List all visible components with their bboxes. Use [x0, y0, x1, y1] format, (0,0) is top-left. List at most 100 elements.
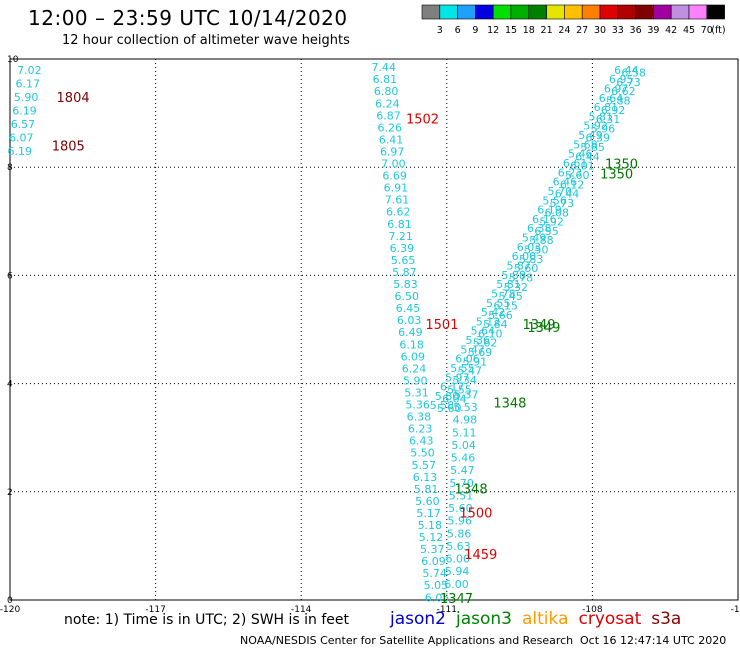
wave-height-label: 6.69: [382, 170, 407, 183]
wave-height-label: 6.15: [493, 299, 518, 312]
wave-height-label: 6.38: [407, 411, 432, 424]
pass-time-label: 1347: [440, 592, 473, 607]
wave-height-label: 5.87: [392, 266, 417, 279]
wave-height-label: 6.03: [397, 314, 422, 327]
wave-height-label: 6.50: [395, 290, 420, 303]
wave-height-label: 5.50: [524, 244, 549, 257]
wave-height-label: 5.63: [446, 540, 471, 553]
wave-height-label: 5.55: [486, 297, 511, 310]
wave-height-label: 6.38: [527, 222, 552, 235]
wave-height-label: 6.16: [532, 213, 557, 226]
pass-time-label: 1350: [605, 157, 638, 172]
pass-time-label: 1804: [57, 91, 90, 106]
x-tick-label: -108: [582, 605, 603, 615]
x-tick-label: -114: [291, 605, 312, 615]
wave-height-label: 7.00: [381, 158, 406, 171]
colorbar-tick-label: 21: [541, 25, 553, 36]
wave-height-label: 6.61: [563, 157, 588, 170]
credit-line: NOAA/NESDIS Center for Satellite Applica…: [240, 634, 574, 647]
wave-height-label: 5.36: [466, 334, 491, 347]
wave-height-label: 5.60: [448, 502, 473, 515]
wave-height-label: 5.62: [473, 337, 498, 350]
y-tick-label: 2: [7, 488, 13, 498]
y-tick-label: 10: [7, 55, 19, 65]
wave-height-label: 5.55: [447, 383, 472, 396]
wave-height-label: 6.43: [409, 435, 434, 448]
wave-height-label: 7.44: [371, 61, 396, 74]
wave-height-label: 6.12: [560, 178, 585, 191]
wave-height-label: 6.19: [537, 204, 562, 217]
wave-height-label: 5.78: [509, 272, 534, 285]
wave-height-label: 5.78: [491, 287, 516, 300]
wave-height-label: 5.47: [457, 365, 482, 378]
pass-time-label: 1500: [459, 506, 492, 521]
colorbar-tick-label: 70: [701, 25, 713, 36]
wave-height-label: 6.92: [601, 104, 626, 117]
wave-height-label: 6.44: [614, 64, 639, 77]
wave-height-label: 6.41: [379, 133, 404, 146]
wave-height-label: 5.64: [471, 325, 496, 338]
wave-height-label: 5.70: [548, 185, 573, 198]
colorbar-tick-label: 24: [558, 25, 570, 36]
pass-time-label: 1348: [493, 397, 526, 412]
wave-height-label: 6.01: [570, 160, 595, 173]
pass-time-label: 1348: [455, 483, 488, 498]
wave-height-label: 6.06: [455, 353, 480, 366]
wave-height-label: 5.88: [529, 234, 554, 247]
wave-height-label: 5.57: [411, 459, 436, 472]
colorbar-tick-label: 45: [683, 25, 695, 36]
wave-height-label: 5.83: [519, 253, 544, 266]
colorbar-tick-label: 12: [487, 25, 499, 36]
wave-height-label: 6.81: [594, 101, 619, 114]
colorbar-tick-label: 30: [594, 25, 606, 36]
wave-height-label: 6.44: [575, 150, 600, 163]
wave-height-label: 6.09: [421, 555, 446, 568]
wave-height-label: 5.45: [498, 290, 523, 303]
wave-height-label: 5.58: [430, 399, 455, 412]
x-tick-label: -10: [731, 605, 740, 615]
wave-height-label: 6.97: [380, 145, 405, 158]
wave-height-label: 5.56: [542, 194, 567, 207]
wave-height-label: 5.90: [14, 91, 39, 104]
wave-height-label: 5.60: [437, 402, 462, 415]
wave-height-label: 6.62: [611, 85, 636, 98]
y-tick-label: 4: [7, 380, 13, 390]
satellite-legend-item: jason3: [456, 609, 512, 629]
colorbar-tick-label: 6: [455, 25, 461, 36]
wave-height-label: 6.44: [555, 188, 580, 201]
wave-height-label: 5.46: [568, 148, 593, 161]
wave-height-label: 6.73: [616, 76, 641, 89]
wave-height-label: 6.19: [7, 145, 32, 158]
satellite-legend-item: s3a: [651, 609, 682, 629]
wave-height-label: 6.26: [378, 121, 403, 134]
wave-height-label: 6.10: [478, 327, 503, 340]
wave-height-label: 6.18: [399, 338, 424, 351]
wave-height-label: 5.88: [501, 269, 526, 282]
wave-height-label: 6.07: [9, 131, 34, 144]
wave-height-label: 5.37: [420, 543, 445, 556]
satellite-legend-item: cryosat: [578, 609, 642, 629]
color-scale-legend: 3 6 9 12 15 18 21 24 27 30 33 36 39 42 45 70(ft): [421, 4, 726, 36]
wave-height-label: 6.04: [442, 393, 467, 406]
wave-height-label: 6.62: [386, 206, 411, 219]
wave-height-label: 5.68: [573, 138, 598, 151]
wave-height-label: 5.97: [445, 371, 470, 384]
colorbar-tick-label: 3: [437, 25, 443, 36]
colorbar-tick-label: 39: [647, 25, 659, 36]
wave-height-label: 4.98: [453, 414, 478, 427]
wave-height-label: 7.21: [388, 230, 413, 243]
colorbar-unit: (ft): [711, 25, 725, 36]
wave-height-label: 5.42: [481, 306, 506, 319]
wave-height-label: 5.11: [452, 426, 477, 439]
wave-height-label: 5.81: [414, 483, 439, 496]
wave-height-label: 5.60: [565, 169, 590, 182]
wave-height-label: 6.09: [401, 350, 426, 363]
wave-height-label: 5.60: [514, 262, 539, 275]
wave-height-label: 6.31: [596, 113, 621, 126]
colorbar-tick-label: 42: [665, 25, 677, 36]
wave-height-label: 6.81: [387, 218, 412, 231]
wave-height-label: 5.84: [483, 318, 508, 331]
wave-height-label: 5.87: [507, 259, 532, 272]
pass-time-label: 1459: [464, 548, 497, 563]
wave-height-label: 6.23: [408, 423, 433, 436]
